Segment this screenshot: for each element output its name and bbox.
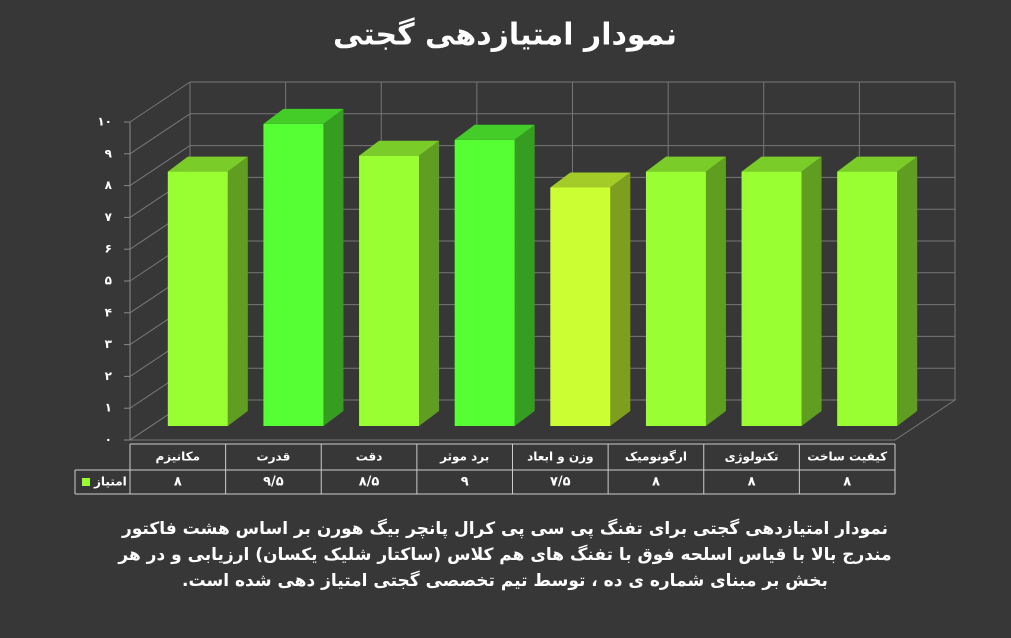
bar-side bbox=[705, 156, 726, 426]
bar-side bbox=[610, 172, 631, 426]
value-label: ۸ bbox=[652, 475, 660, 490]
bar-top bbox=[263, 108, 344, 124]
legend-swatch bbox=[82, 478, 90, 486]
grid-line bbox=[129, 113, 191, 155]
y-tick-label: ۷ bbox=[105, 210, 113, 224]
bar-top bbox=[550, 172, 631, 188]
value-label: ۸ bbox=[843, 475, 851, 490]
value-label: ۸ bbox=[174, 475, 182, 490]
value-label: ۸/۵ bbox=[359, 475, 380, 490]
y-tick-label: ۱۰ bbox=[97, 115, 112, 129]
value-label: ۹ bbox=[461, 475, 469, 490]
bar bbox=[741, 171, 802, 426]
bar bbox=[263, 123, 324, 427]
bar-side bbox=[323, 108, 344, 427]
caption: نمودار امتیازدهی گجتی برای تفنگ پی سی پی… bbox=[118, 519, 892, 591]
x-tick-label: مکانیزم bbox=[156, 450, 201, 465]
bar bbox=[167, 171, 228, 426]
y-tick-label: ۴ bbox=[105, 305, 112, 319]
bar bbox=[550, 187, 611, 426]
x-tick-label: قدرت bbox=[257, 450, 291, 464]
chart-title: نمودار امتیازدهی گجتی bbox=[333, 17, 677, 53]
bar bbox=[645, 171, 706, 426]
y-tick-label: ۵ bbox=[105, 274, 112, 288]
y-tick-label: ۸ bbox=[105, 178, 113, 192]
x-tick-label: ارگونومیک bbox=[625, 450, 687, 465]
x-tick-label: کیفیت ساخت bbox=[807, 450, 887, 464]
bar-side bbox=[897, 156, 918, 426]
y-tick-label: ۲ bbox=[105, 369, 113, 383]
x-tick-label: دقت bbox=[356, 450, 383, 464]
x-tick-label: وزن و ابعاد bbox=[527, 450, 593, 465]
value-label: ۷/۵ bbox=[550, 475, 571, 490]
x-tick-label: تکنولوژی bbox=[725, 450, 779, 465]
bar-side bbox=[801, 156, 822, 426]
bar bbox=[359, 155, 420, 426]
bar-top bbox=[167, 156, 248, 172]
bar bbox=[837, 171, 898, 426]
grid-line bbox=[129, 145, 191, 187]
bar-side bbox=[227, 156, 248, 426]
bar-top bbox=[359, 140, 440, 156]
value-label: ۹/۵ bbox=[263, 475, 284, 490]
y-tick-label: ۶ bbox=[105, 242, 112, 256]
chart: نمودار امتیازدهی گجتی ۰ ۱ ۲ ۳ ۴ ۵ ۶ ۷ ۸ ۹ ۱۰ مکانیز… bbox=[74, 17, 957, 495]
y-tick-label: ۱ bbox=[105, 401, 112, 415]
bar-side bbox=[419, 140, 440, 426]
bar-top bbox=[454, 124, 535, 140]
legend-label: امتیاز bbox=[93, 475, 127, 489]
y-tick-label: ۹ bbox=[105, 146, 113, 160]
bar-top bbox=[837, 156, 918, 172]
x-tick-label: برد موثر bbox=[439, 450, 489, 465]
bar-top bbox=[645, 156, 726, 172]
y-tick-label: ۰ bbox=[105, 433, 112, 447]
value-label: ۸ bbox=[748, 475, 756, 490]
floor bbox=[128, 399, 957, 441]
bar-top bbox=[741, 156, 822, 172]
grid-line bbox=[129, 81, 191, 123]
bar bbox=[454, 139, 515, 427]
bar-side bbox=[514, 124, 535, 427]
y-tick-label: ۳ bbox=[105, 337, 113, 351]
